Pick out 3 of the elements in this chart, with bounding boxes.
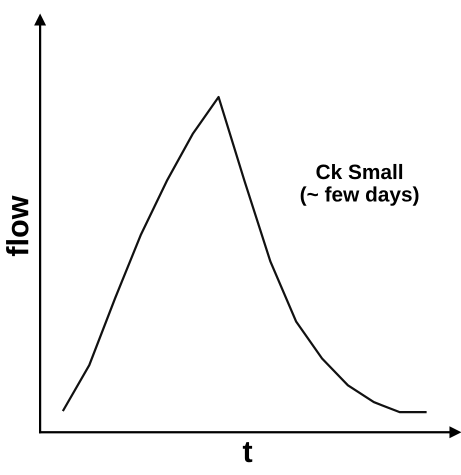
y-axis-title: flow xyxy=(6,195,29,256)
annotation: Ck Small (~ few days) xyxy=(300,164,418,206)
x-axis-title: t xyxy=(242,442,252,462)
